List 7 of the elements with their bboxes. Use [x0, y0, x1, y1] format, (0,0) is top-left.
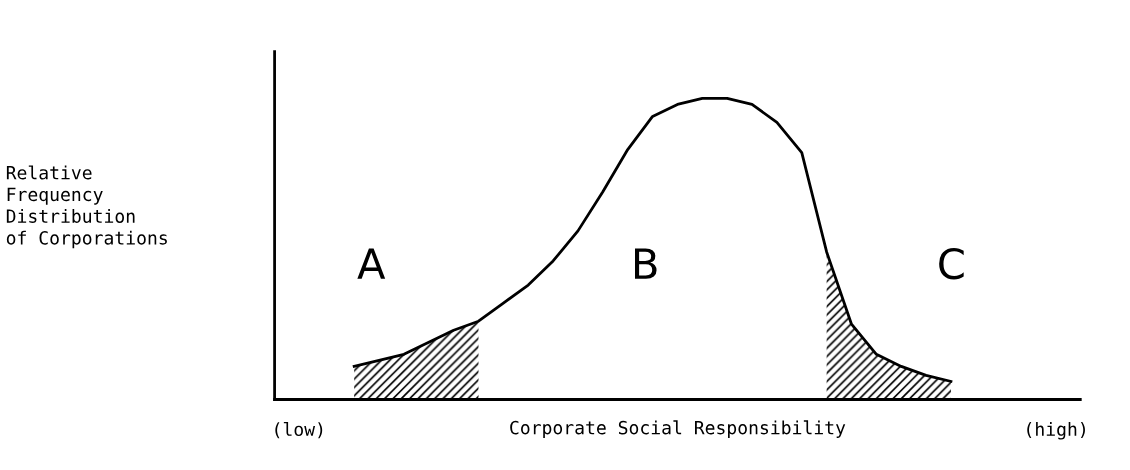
text: Relative Frequency Distribution of Corporations [6, 165, 167, 249]
x-axis-title: Corporate Social Responsibility [510, 420, 846, 438]
text: (high) [1027, 422, 1085, 440]
annotation: B [635, 248, 657, 279]
annotation: C [939, 247, 964, 280]
annotation: A [357, 248, 386, 279]
text: (low) [275, 422, 323, 439]
